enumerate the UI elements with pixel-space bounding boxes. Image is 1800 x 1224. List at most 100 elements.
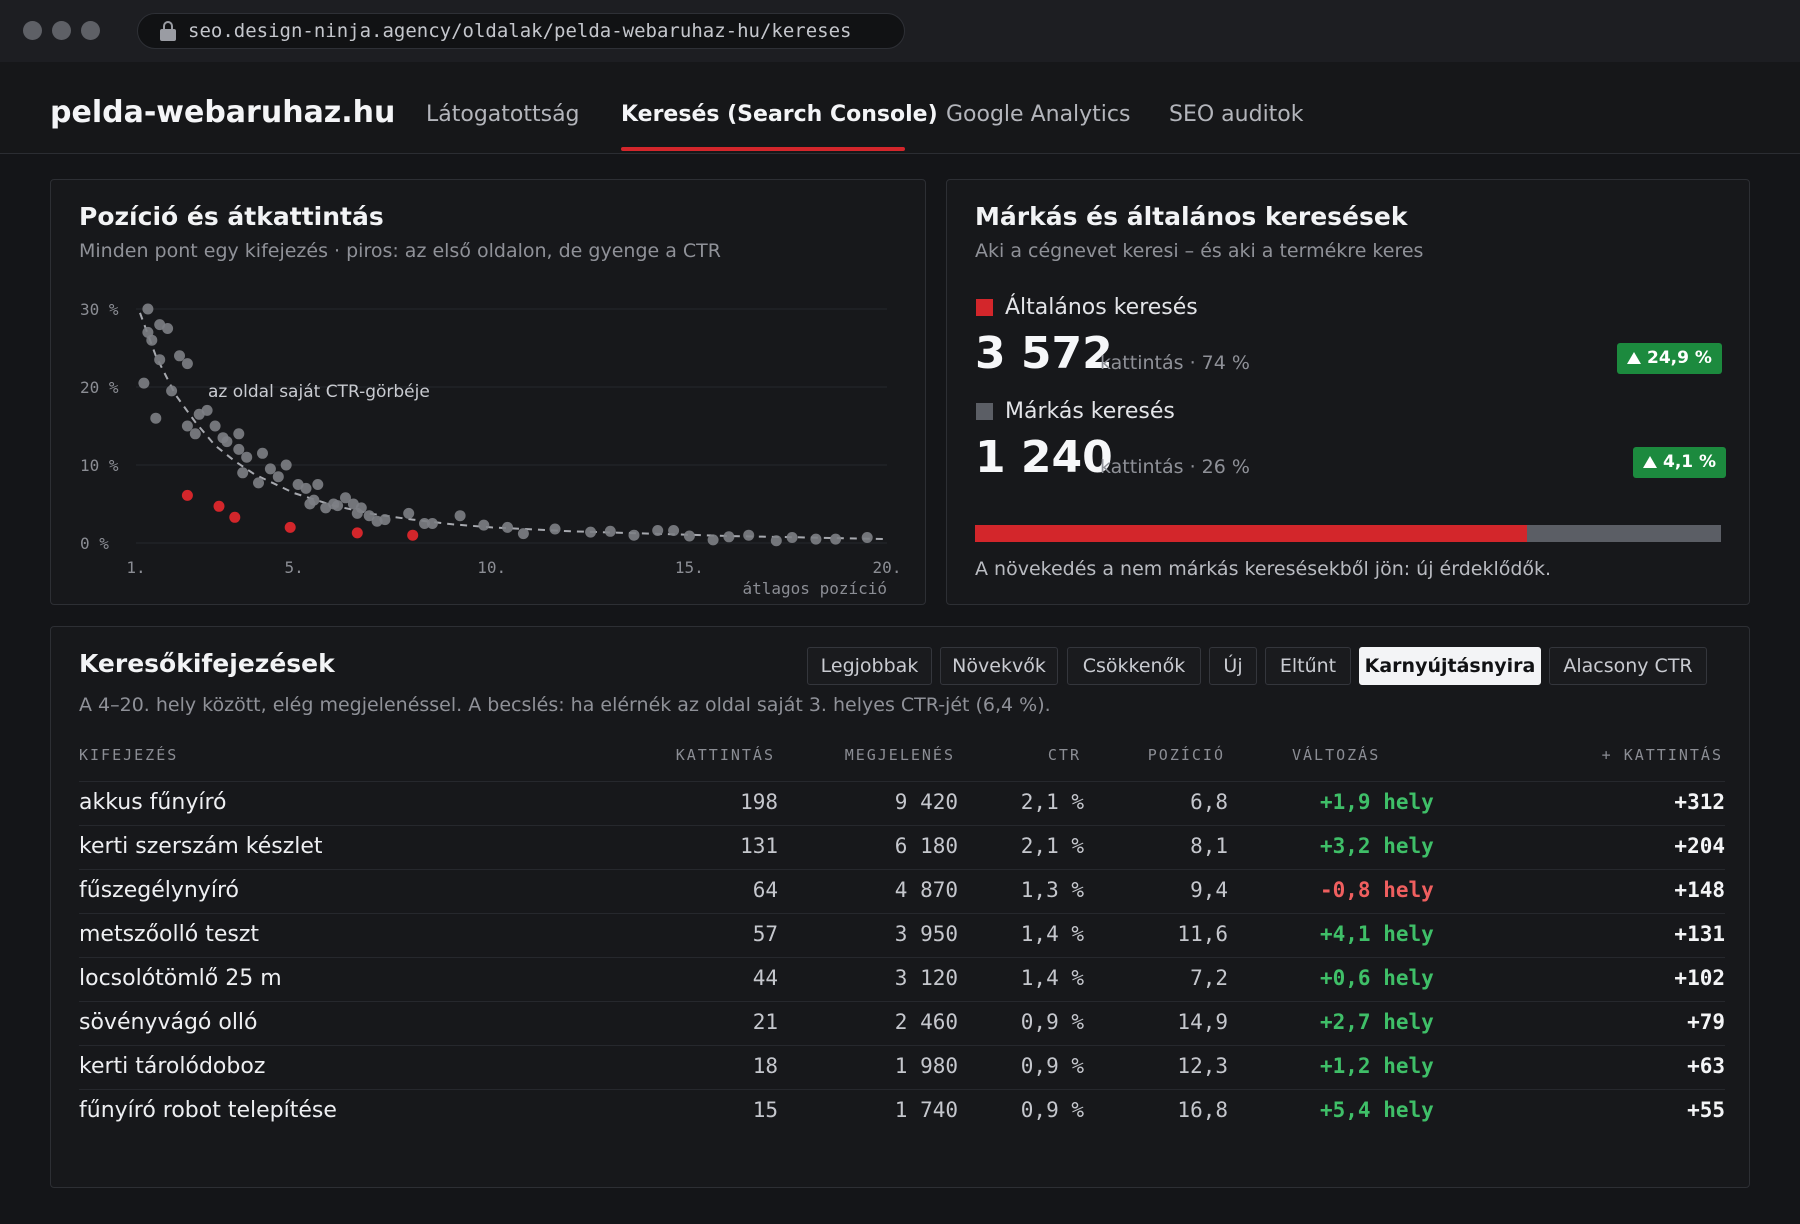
clicks-cell: 18	[752, 1054, 778, 1078]
ctr-cell: 0,9 %	[1020, 1098, 1084, 1122]
keyword-point	[743, 529, 755, 541]
weak-ctr-point	[351, 527, 363, 539]
keyword-point	[300, 482, 312, 494]
table-row[interactable]: kerti tárolódoboz 18 1 980 0,9 % 12,3 +63 +1,2…	[79, 1045, 1725, 1089]
keyword-point	[332, 500, 344, 512]
keyword-point	[272, 471, 284, 483]
panel-title: Pozíció és átkattintás	[79, 202, 384, 231]
keyword-cell[interactable]: metszőolló teszt	[79, 922, 259, 947]
keyword-point	[257, 447, 268, 459]
keyword-cell[interactable]: kerti szerszám készlet	[79, 834, 323, 859]
gain-cell: +204	[1674, 834, 1725, 858]
column-header-impressions[interactable]: MEGJELENÉS	[844, 746, 955, 764]
keyword-point	[379, 514, 391, 526]
position-cell: 11,6	[1177, 922, 1228, 946]
impressions-cell: 1 740	[894, 1098, 958, 1122]
ctr-cell: 1,3 %	[1020, 878, 1084, 902]
ctr-cell: 2,1 %	[1020, 834, 1084, 858]
url-text[interactable]: seo.design-ninja.agency/oldalak/pelda-we…	[188, 20, 852, 42]
clicks-cell: 131	[740, 834, 778, 858]
keyword-point	[628, 529, 640, 541]
filter-novekvok[interactable]: Növekvők	[940, 647, 1058, 685]
filter-legjobbak[interactable]: Legjobbak	[807, 647, 932, 685]
keywords-panel: Keresőkifejezések A 4–20. hely között, e…	[50, 626, 1750, 1188]
keyword-cell[interactable]: locsolótömlő 25 m	[79, 966, 282, 991]
tab-kereses[interactable]: Keresés (Search Console)	[621, 102, 938, 127]
column-header-position[interactable]: POZÍCIÓ	[1147, 746, 1225, 764]
up-arrow-icon	[1627, 352, 1641, 364]
keyword-cell[interactable]: fűszegélynyíró	[79, 878, 239, 903]
column-header-change[interactable]: VÁLTOZÁS	[1292, 746, 1381, 764]
impressions-cell: 4 870	[894, 878, 958, 902]
keyword-point	[426, 518, 438, 529]
tab-google-analytics[interactable]: Google Analytics	[946, 102, 1131, 127]
branded-change-badge: 4,1 %	[1633, 447, 1727, 478]
keyword-point	[181, 420, 193, 432]
table-row[interactable]: metszőolló teszt 57 3 950 1,4 % 11,6 +131 +4,1…	[79, 913, 1725, 957]
branded-change-value: 4,1 %	[1663, 452, 1717, 472]
table-row[interactable]: locsolótömlő 25 m 44 3 120 1,4 % 7,2 +102 +0,6…	[79, 957, 1725, 1001]
position-cell: 9,4	[1190, 878, 1228, 902]
column-header-gain[interactable]: + KATTINTÁS	[1601, 746, 1723, 764]
panel-title: Márkás és általános keresések	[975, 202, 1408, 231]
keyword-point	[253, 477, 264, 489]
site-name[interactable]: pelda-webaruhaz.hu	[50, 95, 396, 130]
column-header-keyword[interactable]: KIFEJEZÉS	[79, 746, 179, 764]
tab-seo-auditok[interactable]: SEO auditok	[1169, 102, 1304, 127]
branded-legend-label: Márkás keresés	[1005, 399, 1175, 424]
keyword-cell[interactable]: akkus fűnyíró	[79, 790, 227, 815]
table-row[interactable]: fűszegélynyíró 64 4 870 1,3 % 9,4 +148 -0,8 he…	[79, 869, 1725, 913]
x-tick-label: 20.	[873, 558, 902, 577]
filter-eltunt[interactable]: Eltűnt	[1265, 647, 1351, 685]
filter-karnyujtasnyira[interactable]: Karnyújtásnyira	[1359, 647, 1541, 685]
filter-uj[interactable]: Új	[1209, 647, 1257, 685]
x-tick-label: 10.	[477, 558, 506, 577]
keyword-cell[interactable]: sövényvágó olló	[79, 1010, 258, 1035]
generic-change-badge: 24,9 %	[1617, 343, 1722, 374]
keyword-point	[478, 519, 490, 531]
y-tick-label: 20 %	[80, 378, 119, 397]
generic-legend-swatch	[976, 299, 993, 316]
change-cell: +1,2 hely	[1320, 1054, 1434, 1078]
keyword-point	[150, 412, 162, 424]
y-tick-label: 0 %	[80, 534, 109, 553]
x-axis-title: átlagos pozíció	[743, 579, 888, 598]
filter-alacsony-ctr[interactable]: Alacsony CTR	[1549, 647, 1707, 685]
generic-change-value: 24,9 %	[1647, 348, 1712, 368]
keyword-cell[interactable]: kerti tárolódoboz	[79, 1054, 266, 1079]
window-minimize-dot[interactable]	[52, 21, 71, 40]
ctr-cell: 0,9 %	[1020, 1054, 1084, 1078]
gain-cell: +102	[1674, 966, 1725, 990]
keyword-point	[585, 526, 597, 538]
address-bar[interactable]: seo.design-ninja.agency/oldalak/pelda-we…	[137, 13, 905, 49]
ctr-curve-label: az oldal saját CTR-görbéje	[208, 382, 430, 402]
y-tick-label: 10 %	[80, 456, 119, 475]
keyword-point	[142, 303, 154, 315]
column-header-ctr[interactable]: CTR	[1047, 746, 1081, 764]
keyword-point	[264, 463, 276, 475]
table-row[interactable]: fűnyíró robot telepítése 15 1 740 0,9 % 16,8…	[79, 1089, 1725, 1133]
keyword-point	[221, 436, 233, 448]
window-zoom-dot[interactable]	[81, 21, 100, 40]
keyword-point	[403, 507, 415, 519]
generic-clicks-detail: kattintás · 74 %	[1100, 352, 1250, 374]
keyword-point	[604, 525, 616, 537]
keyword-cell[interactable]: fűnyíró robot telepítése	[79, 1098, 337, 1123]
clicks-cell: 57	[752, 922, 778, 946]
gain-cell: +148	[1674, 878, 1725, 902]
keyword-point	[233, 428, 245, 440]
column-header-clicks[interactable]: KATTINTÁS	[675, 746, 775, 764]
clicks-cell: 198	[740, 790, 778, 814]
window-close-dot[interactable]	[23, 21, 42, 40]
position-cell: 7,2	[1190, 966, 1228, 990]
keyword-point	[652, 525, 664, 536]
branded-legend-swatch	[976, 403, 993, 420]
filter-csokkenok[interactable]: Csökkenők	[1067, 647, 1201, 685]
table-row[interactable]: akkus fűnyíró 198 9 420 2,1 % 6,8 +312 +1,9 he…	[79, 781, 1725, 825]
panel-subtitle: Minden pont egy kifejezés · piros: az el…	[79, 240, 721, 262]
clicks-cell: 44	[752, 966, 778, 990]
tab-latogatottsag[interactable]: Látogatottság	[426, 102, 580, 127]
generic-clicks-value: 3 572	[975, 328, 1113, 379]
table-row[interactable]: sövényvágó olló 21 2 460 0,9 % 14,9 +79 +2,7 h…	[79, 1001, 1725, 1045]
table-row[interactable]: kerti szerszám készlet 131 6 180 2,1 % 8,1 +2…	[79, 825, 1725, 869]
